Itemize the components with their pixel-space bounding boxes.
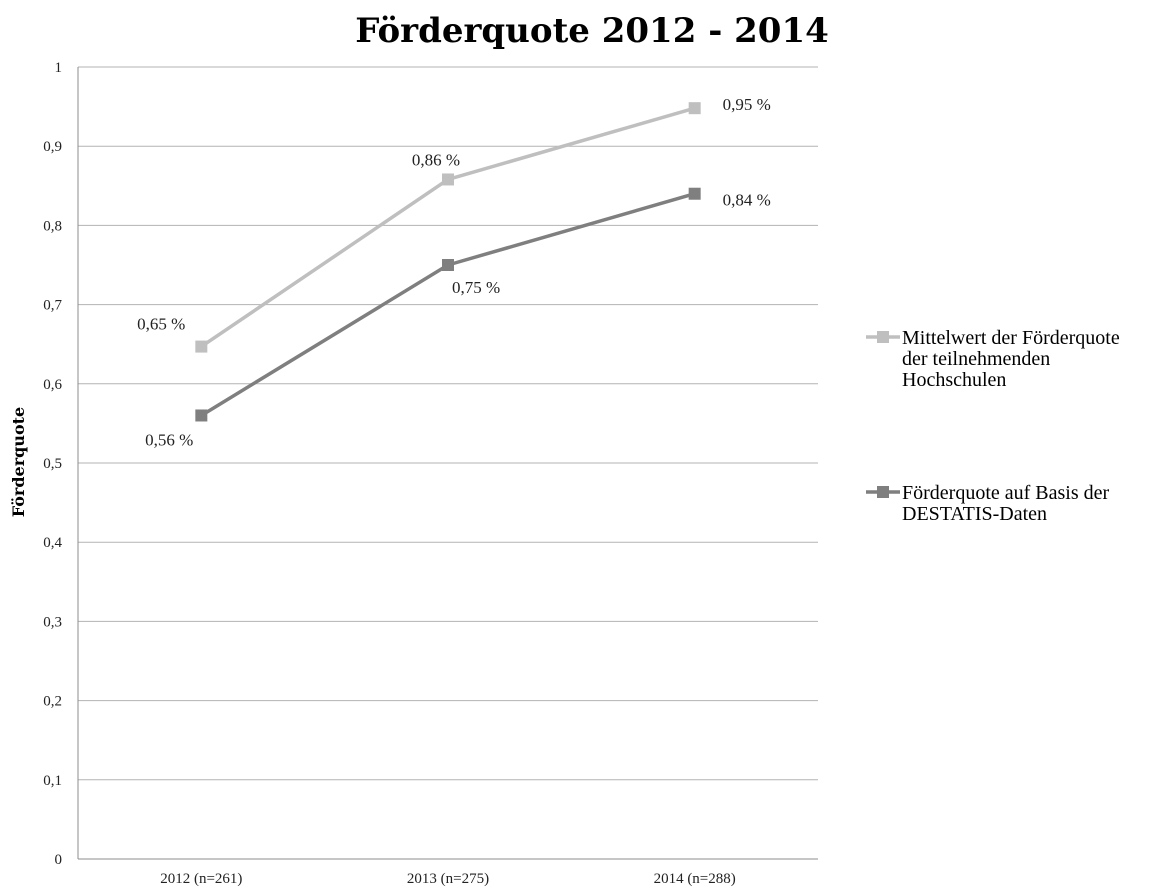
y-tick-label: 0,8: [43, 218, 62, 234]
series-group: 0,65 % 0,86 % 0,95 % 0,56 % 0,75 % 0,84 %: [137, 95, 771, 449]
x-tick-label: 2014 (n=288): [654, 871, 736, 887]
chart-title: Förderquote 2012 - 2014: [355, 11, 829, 51]
y-tick-label: 0,6: [43, 377, 62, 393]
legend-marker: [877, 331, 889, 343]
data-label: 0,84 %: [723, 191, 771, 210]
legend-marker: [877, 486, 889, 498]
legend-label: DESTATIS-Daten: [902, 503, 1047, 525]
y-tick-labels: 0 0,1 0,2 0,3 0,4 0,5 0,6 0,7 0,8 0,9 1: [43, 60, 62, 868]
y-axis-label: Förderquote: [9, 407, 28, 517]
data-point-marker: [195, 340, 208, 353]
data-point-marker: [442, 259, 454, 271]
data-point-marker: [688, 102, 701, 115]
y-tick-label: 0,1: [43, 773, 62, 789]
legend-label: Mittelwert der Förderquote: [902, 327, 1120, 349]
x-tick-label: 2012 (n=261): [160, 871, 242, 887]
y-tick-label: 1: [55, 60, 63, 76]
y-tick-label: 0,9: [43, 139, 62, 155]
data-point-marker: [442, 173, 454, 186]
legend-label: Hochschulen: [902, 369, 1006, 391]
series-line-0: [200, 106, 696, 349]
axes: [77, 67, 818, 860]
x-tick-label: 2013 (n=275): [407, 871, 489, 887]
data-label: 0,56 %: [145, 430, 193, 449]
y-tick-label: 0,4: [43, 535, 62, 551]
data-label: 0,75 %: [452, 278, 500, 297]
data-point-marker: [688, 187, 701, 200]
y-tick-label: 0: [55, 852, 63, 868]
y-tick-label: 0,5: [43, 456, 62, 472]
legend-label: Förderquote auf Basis der: [902, 482, 1110, 504]
data-point-marker: [195, 409, 208, 422]
y-tick-label: 0,3: [43, 614, 62, 630]
y-tick-label: 0,2: [43, 694, 62, 710]
y-tick-label: 0,7: [43, 298, 62, 314]
x-tick-labels: 2012 (n=261) 2013 (n=275) 2014 (n=288): [160, 871, 736, 887]
legend-label: der teilnehmenden: [902, 348, 1050, 370]
data-label: 0,86 %: [412, 150, 460, 169]
gridlines: [78, 66, 818, 781]
data-label: 0,65 %: [137, 315, 185, 334]
data-label: 0,95 %: [723, 95, 771, 114]
